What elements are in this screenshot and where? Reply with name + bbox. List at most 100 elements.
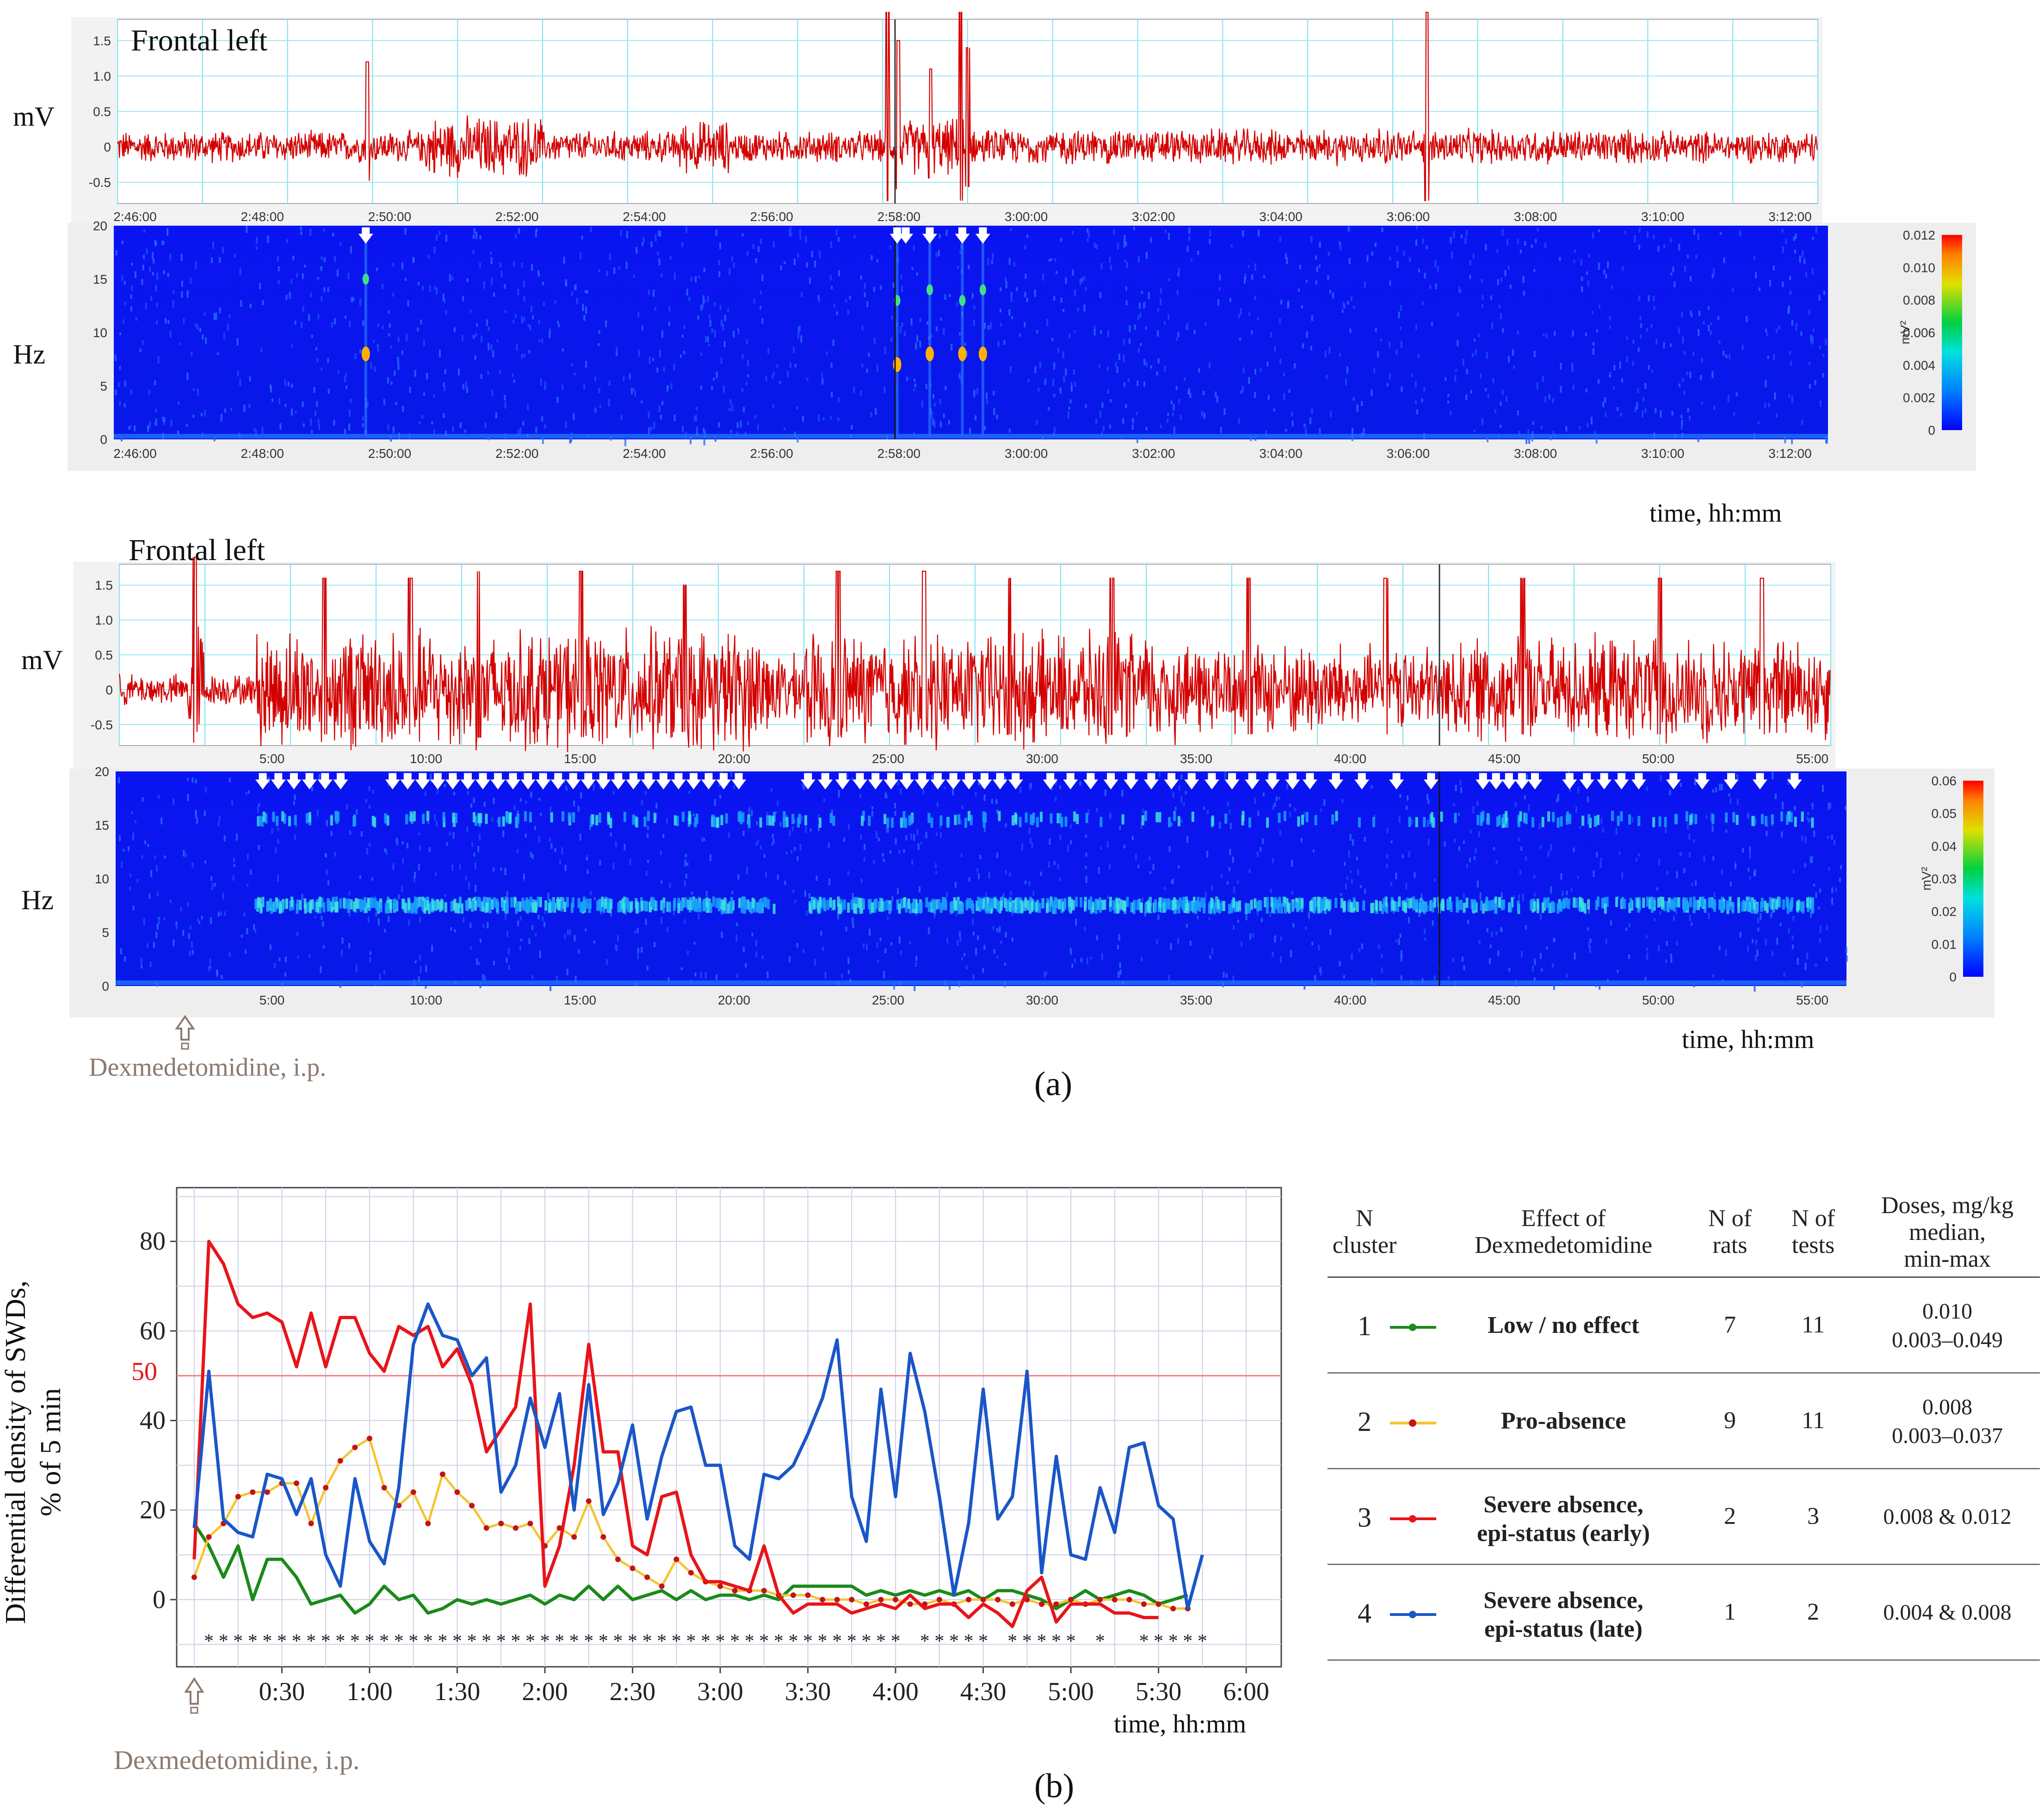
spectrogram-speck	[316, 809, 319, 817]
spectrogram-speck	[1470, 830, 1472, 834]
spectrogram-speck	[1839, 878, 1841, 882]
spectrogram-speck	[385, 849, 388, 855]
spectrogram-speck	[650, 426, 652, 431]
spectrogram-speck	[1574, 249, 1576, 253]
spectrogram-speck	[801, 292, 803, 297]
spectrogram-speck	[831, 391, 833, 397]
spectrogram-speck	[425, 986, 427, 989]
spectrogram-speck	[1185, 791, 1187, 795]
swd-marker-arrow	[536, 773, 551, 789]
spectrogram-band-mark	[259, 903, 263, 914]
swd-marker-arrow	[889, 227, 905, 244]
spectrogram-speck	[736, 922, 738, 926]
spectrogram-speck	[935, 871, 938, 874]
spectrogram-speck	[531, 925, 533, 931]
spectrogram-band-mark	[530, 896, 533, 907]
spectrogram-speck	[1460, 787, 1462, 793]
swd-marker-arrow	[1103, 773, 1118, 789]
spectrogram-band-mark	[442, 812, 445, 823]
spectrogram-speck	[1693, 839, 1695, 843]
spectrogram-speck	[284, 379, 286, 386]
spectrogram-speck	[1083, 276, 1085, 281]
spectrogram-speck	[1757, 421, 1760, 425]
spectrogram-speck	[149, 962, 152, 968]
spectrogram-speck	[973, 305, 976, 310]
spectrogram-speck	[278, 398, 281, 404]
spectrogram-band-mark	[455, 813, 458, 823]
spectrogram-speck	[1565, 426, 1568, 431]
significance-star: *	[1066, 1631, 1076, 1652]
spectrogram-band-mark	[1661, 899, 1664, 910]
spectrogram-speck	[1349, 328, 1352, 333]
spectrogram-speck	[1600, 857, 1602, 861]
legend-tests: 3	[1807, 1503, 1819, 1529]
y-tick-label: 80	[140, 1227, 166, 1256]
spectrogram-speck	[355, 964, 358, 972]
spectrogram-speck	[1544, 396, 1546, 402]
spectrogram-speck	[211, 883, 214, 890]
spectrogram-speck	[959, 937, 962, 942]
spectrogram-band-mark	[422, 814, 425, 824]
spectrogram-speck	[484, 975, 486, 983]
spectrogram-speck	[1672, 266, 1674, 272]
spectrogram-speck	[1770, 914, 1772, 918]
spectrogram-speck	[581, 235, 583, 240]
spectrogram-band-mark	[1063, 898, 1067, 909]
spectrogram-speck	[309, 955, 311, 958]
spectrogram-band-mark	[572, 812, 575, 823]
spectrogram-speck	[247, 853, 249, 860]
spectrogram-speck	[566, 968, 568, 975]
spectrogram-speck	[255, 429, 257, 437]
spectrogram-speck	[1024, 292, 1026, 297]
spectrogram-speck	[243, 404, 246, 412]
spectrogram-band-mark	[524, 811, 527, 821]
spectrogram-speck	[1566, 890, 1568, 895]
spectrogram-speck	[1260, 918, 1263, 923]
spectrogram-speck	[1678, 383, 1680, 387]
series-2-point	[1009, 1601, 1015, 1607]
spectrogram-speck	[255, 246, 258, 250]
spectrogram-speck	[1364, 281, 1366, 288]
spectrogram-band-mark	[1682, 897, 1686, 907]
spectrogram-speck	[249, 376, 251, 382]
spectrogram-speck	[218, 815, 221, 821]
series-2-point	[1053, 1601, 1059, 1607]
spectrogram-band-mark	[405, 814, 408, 825]
spectrogram-speck	[1123, 844, 1125, 849]
spectrogram-speck	[1487, 437, 1489, 443]
spectrogram-speck	[291, 344, 293, 348]
spectrogram-speck	[1466, 369, 1468, 374]
spectrogram-speck	[760, 238, 762, 244]
spectrogram-speck	[1765, 380, 1767, 388]
spectrogram-speck	[392, 263, 395, 267]
spectrogram-speck	[408, 815, 410, 821]
spectrogram-speck	[1552, 398, 1554, 403]
spectrogram-speck	[1741, 345, 1744, 351]
spectrogram-speck	[374, 895, 376, 900]
spectrogram-speck	[1178, 865, 1180, 869]
spectrogram-speck	[1569, 788, 1571, 792]
spectrogram-band-mark	[837, 904, 840, 914]
spectrogram-band-mark	[730, 897, 733, 907]
spectrogram-speck	[641, 800, 643, 805]
spectrogram-speck	[805, 826, 807, 833]
spectrogram-speck	[794, 847, 796, 851]
swd-marker-arrow	[922, 227, 938, 244]
spectrogram-speck	[944, 787, 946, 790]
spectrogram-speck	[1719, 783, 1721, 791]
spectrogram-speck	[1146, 252, 1148, 259]
swd-marker-arrow	[520, 773, 536, 789]
spectrogram-band-mark	[557, 900, 561, 911]
spectrogram-speck	[1070, 840, 1072, 844]
spectrogram-speck	[901, 322, 903, 327]
spectrogram-speck	[1454, 375, 1457, 382]
spectrogram-speck	[130, 389, 132, 395]
spectrogram-speck	[988, 871, 990, 879]
spectrogram-speck	[655, 803, 658, 809]
spectrogram-speck	[1028, 881, 1031, 886]
spectrogram-speck	[1123, 355, 1125, 362]
spectrogram-band-mark	[416, 899, 419, 909]
spectrogram-speck	[371, 877, 373, 881]
spectrogram-speck	[845, 926, 847, 932]
